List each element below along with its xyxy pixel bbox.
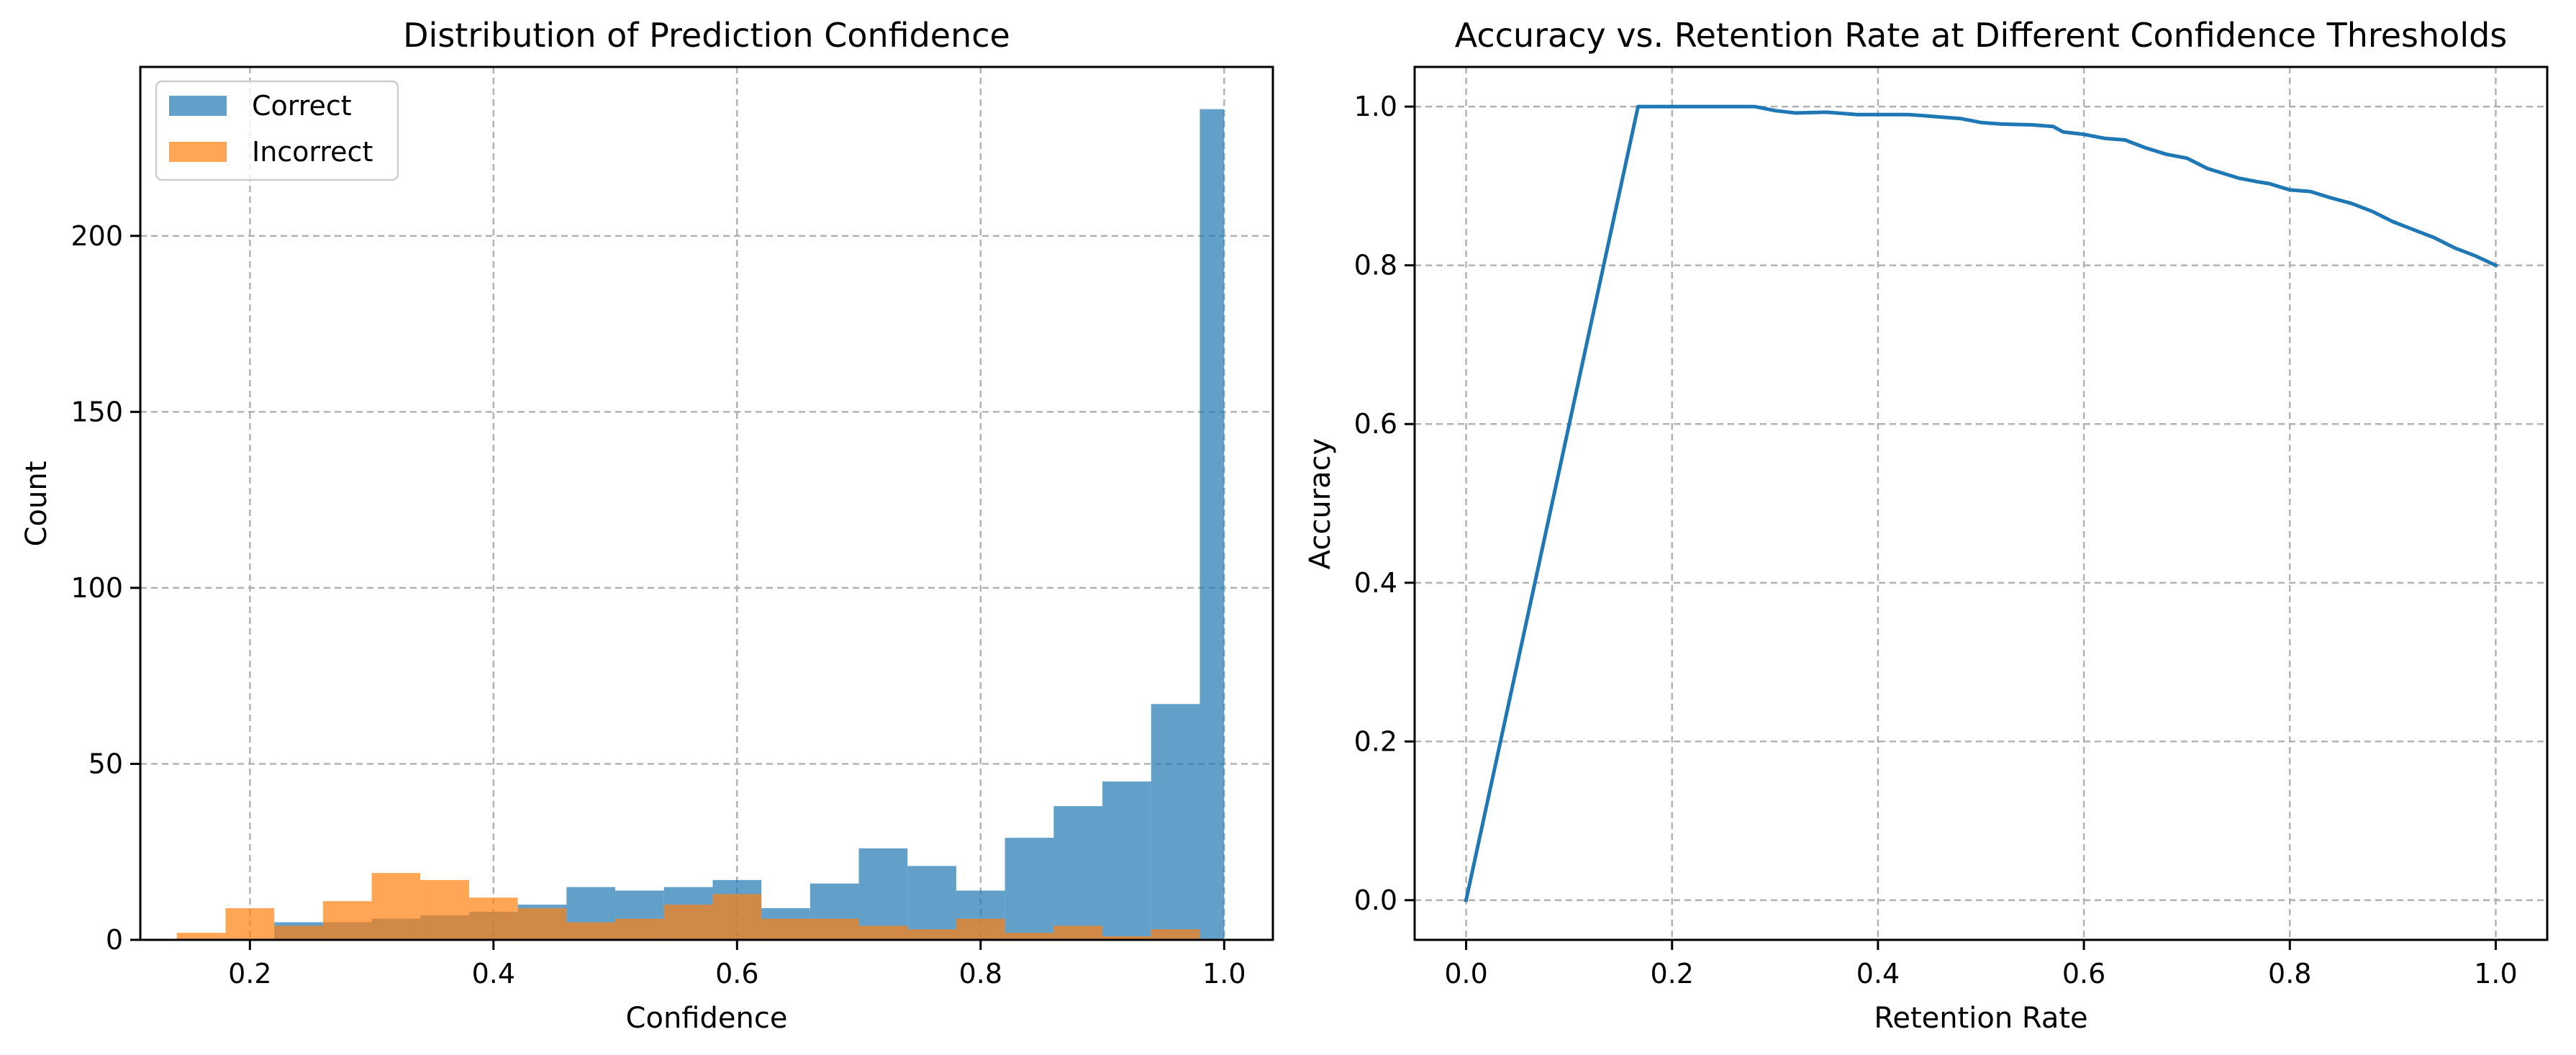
histogram-bar-incorrect (712, 894, 762, 940)
histogram-bars (176, 109, 1225, 940)
histogram-x-tick-label: 0.4 (472, 958, 515, 990)
line-chart-axes-frame (1413, 65, 2549, 941)
legend-swatch-correct (169, 96, 227, 116)
histogram-title: Distribution of Prediction Confidence (403, 16, 1010, 55)
histogram-x-tick-label: 0.6 (715, 958, 758, 990)
histogram-legend: Correct Incorrect (155, 80, 399, 181)
histogram-x-tick-label: 1.0 (1202, 958, 1246, 990)
legend-label-incorrect: Incorrect (252, 136, 373, 168)
line-chart-title: Accuracy vs. Retention Rate at Different… (1455, 16, 2508, 55)
histogram-bar-incorrect (1151, 929, 1200, 940)
line-chart-x-tick-label: 0.6 (2062, 958, 2105, 990)
line-chart-y-tick-label: 0.0 (1354, 884, 1397, 916)
histogram-panel: 0.2 0.4 0.6 0.8 1.0 0 50 100 150 200 Distribution… (20, 16, 1274, 1035)
histogram-bar-incorrect (809, 918, 859, 940)
histogram-bar-incorrect (956, 918, 1005, 940)
line-chart-y-tick-label: 0.2 (1354, 725, 1397, 757)
histogram-x-tick-label: 0.2 (228, 958, 271, 990)
legend-label-correct: Correct (252, 90, 352, 122)
histogram-bar-incorrect (274, 925, 323, 940)
histogram-ticks: 0.2 0.4 0.6 0.8 1.0 0 50 100 150 200 (71, 220, 1246, 990)
line-chart-x-axis-label: Retention Rate (1874, 1002, 2087, 1035)
line-chart-y-tick-label: 1.0 (1354, 91, 1397, 122)
histogram-x-tick-label: 0.8 (959, 958, 1002, 990)
histogram-bar-incorrect (858, 925, 908, 940)
histogram-bar-incorrect (225, 907, 275, 940)
histogram-series-incorrect (176, 873, 1200, 940)
line-chart-ticks: 0.0 0.2 0.4 0.6 0.8 1.0 0.0 0.2 0.4 0.6 0.8 1.0 (1354, 91, 2518, 990)
histogram-bar-correct (1053, 806, 1103, 940)
line-chart-y-tick-label: 0.8 (1354, 250, 1397, 281)
line-chart-y-tick-label: 0.6 (1354, 408, 1397, 440)
histogram-y-tick-label: 0 (106, 924, 123, 956)
line-chart-series-line (1464, 104, 2498, 902)
histogram-bar-correct (1102, 781, 1151, 940)
histogram-y-tick-label: 150 (71, 396, 123, 427)
histogram-bar-incorrect (1102, 936, 1151, 940)
histogram-bar-incorrect (615, 918, 664, 940)
histogram-y-tick-label: 200 (71, 220, 123, 252)
histogram-bar-incorrect (322, 901, 372, 940)
line-chart-y-tick-label: 0.4 (1354, 567, 1397, 599)
histogram-bar-incorrect (1004, 933, 1054, 940)
line-chart-series (1464, 104, 2498, 902)
histogram-bar-incorrect (371, 873, 421, 940)
histogram-bar-correct (907, 866, 956, 940)
histogram-bar-incorrect (468, 897, 518, 940)
histogram-y-axis-label: Count (20, 461, 53, 547)
histogram-bar-correct (1199, 109, 1225, 940)
line-chart-x-tick-label: 0.0 (1444, 958, 1487, 990)
line-chart-x-tick-label: 0.2 (1651, 958, 1694, 990)
histogram-axes-frame (139, 65, 1274, 941)
histogram-bar-correct (1004, 838, 1054, 940)
legend-swatch-incorrect (169, 142, 227, 162)
histogram-bar-incorrect (663, 905, 713, 940)
line-chart-y-axis-label: Accuracy (1304, 438, 1337, 570)
histogram-bar-correct (858, 848, 908, 940)
line-chart-x-tick-label: 1.0 (2474, 958, 2517, 990)
line-chart-panel: 0.0 0.2 0.4 0.6 0.8 1.0 0.0 0.2 0.4 0.6 0.8 1.0 Acc… (1304, 16, 2549, 1035)
line-chart-x-tick-label: 0.4 (1856, 958, 1900, 990)
histogram-bar-incorrect (1053, 925, 1103, 940)
histogram-bar-incorrect (761, 918, 810, 940)
histogram-bar-correct (1151, 704, 1200, 940)
line-chart-x-tick-label: 0.8 (2268, 958, 2311, 990)
histogram-y-tick-label: 50 (89, 748, 123, 779)
histogram-y-tick-label: 100 (71, 572, 123, 604)
histogram-bar-incorrect (566, 922, 616, 940)
histogram-bar-incorrect (517, 907, 567, 940)
histogram-bar-incorrect (420, 879, 469, 940)
histogram-bar-incorrect (176, 933, 226, 940)
histogram-bar-incorrect (907, 929, 956, 940)
histogram-x-axis-label: Confidence (626, 1002, 788, 1035)
